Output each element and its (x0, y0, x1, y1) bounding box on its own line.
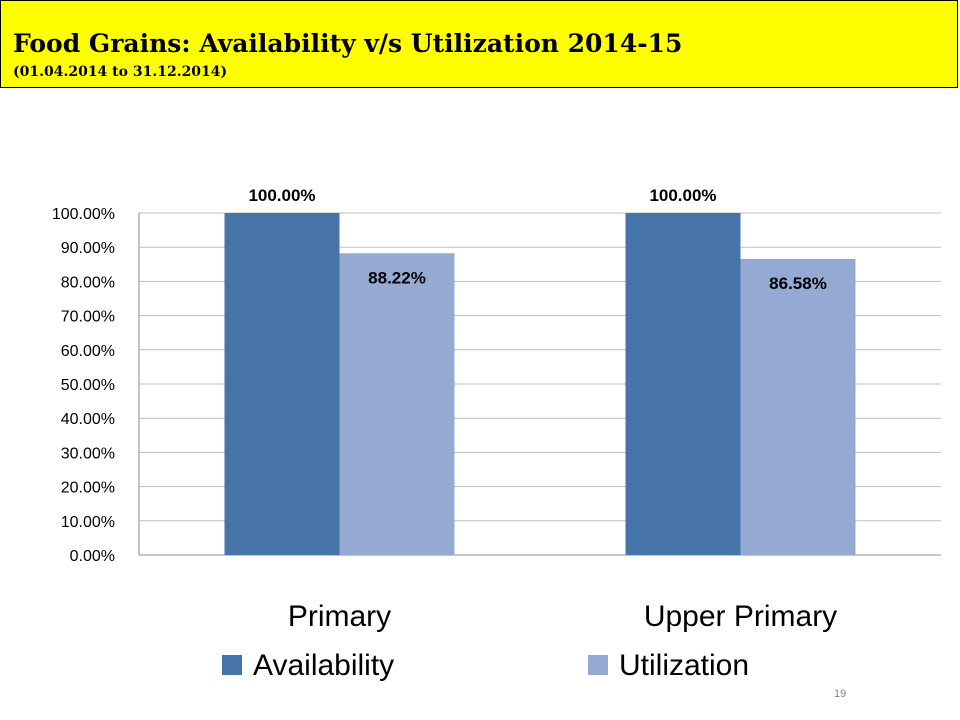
x-category-label: Upper Primary (644, 600, 837, 633)
bar (625, 213, 741, 555)
y-tick-label: 100.00% (52, 206, 115, 223)
y-tick-label: 20.00% (61, 480, 115, 497)
page-number: 19 (834, 688, 847, 700)
data-label: 100.00% (649, 186, 716, 205)
page-title: Food Grains: Availability v/s Utilizatio… (13, 29, 683, 58)
title-banner: Food Grains: Availability v/s Utilizatio… (0, 0, 958, 88)
legend-swatch (222, 655, 242, 675)
legend-swatch (588, 655, 608, 675)
bar (740, 258, 856, 555)
y-tick-label: 40.00% (61, 411, 115, 428)
y-tick-label: 70.00% (61, 309, 115, 326)
data-label: 86.58% (769, 274, 827, 293)
y-tick-label: 50.00% (61, 377, 115, 394)
y-tick-label: 60.00% (61, 343, 115, 360)
x-category-label: Primary (288, 600, 391, 633)
page-subtitle: (01.04.2014 to 31.12.2014) (13, 64, 228, 80)
y-tick-label: 80.00% (61, 274, 115, 291)
data-label: 100.00% (248, 186, 315, 205)
legend-label: Utilization (619, 649, 749, 682)
y-tick-label: 0.00% (70, 548, 115, 565)
y-tick-label: 90.00% (61, 240, 115, 257)
y-tick-label: 30.00% (61, 445, 115, 462)
bar (339, 253, 455, 555)
legend-label: Availability (253, 649, 394, 682)
y-tick-label: 10.00% (61, 514, 115, 531)
bar (224, 213, 340, 555)
data-label: 88.22% (368, 268, 426, 287)
